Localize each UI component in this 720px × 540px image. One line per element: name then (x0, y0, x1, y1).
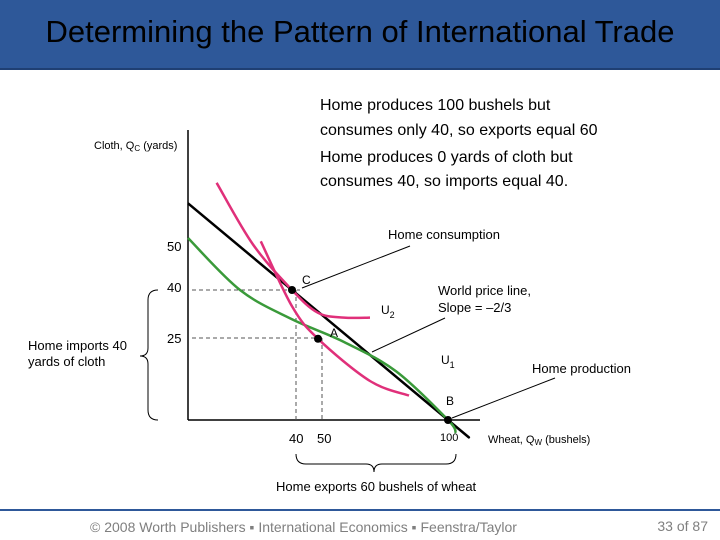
exports-brace (295, 453, 457, 473)
home-exports-label: Home exports 60 bushels of wheat (276, 479, 477, 494)
description-line-1: Home produces 100 bushels but (320, 97, 551, 114)
page-title: Determining the Pattern of International… (45, 14, 675, 49)
x-axis-title: Wheat, QW (bushels) (488, 434, 590, 447)
description-line-3: Home produces 0 yards of cloth but (320, 149, 573, 166)
description-line-4: consumes 40, so imports equal 40. (320, 173, 569, 190)
home-imports-label-2: yards of cloth (28, 354, 105, 369)
footer-rule (0, 509, 720, 511)
u2-label: U2 (381, 303, 395, 320)
price-line-pointer (371, 317, 446, 353)
indifference-curve-u2 (215, 182, 371, 320)
imports-brace (139, 289, 159, 421)
home-consumption-label: Home consumption (388, 227, 500, 242)
home-consumption-pointer (301, 245, 411, 289)
point-c-label: C (302, 273, 311, 287)
x-tick-label-100: 100 (440, 432, 458, 444)
point-a-marker (314, 334, 322, 343)
home-production-label: Home production (532, 361, 631, 376)
price-line-label-1: World price line, (438, 283, 531, 298)
x-tick-label-40: 40 (289, 431, 303, 446)
footer-credit: © 2008 Worth Publishers ▪ International … (90, 519, 517, 535)
x-tick-label-50: 50 (317, 431, 331, 446)
point-b-label: B (446, 394, 454, 408)
point-c-marker (288, 286, 296, 294)
home-production-pointer (451, 377, 556, 419)
indifference-curve-u1 (259, 240, 410, 397)
page-number: 33 of 87 (657, 518, 708, 534)
y-axis-title: Cloth, QC (yards) (94, 140, 177, 153)
point-b-marker (444, 416, 452, 424)
y-tick-label-50: 50 (167, 239, 181, 254)
u1-label: U1 (441, 353, 455, 370)
price-line-label-2: Slope = –2/3 (438, 300, 511, 315)
home-imports-label-1: Home imports 40 (28, 338, 127, 353)
description-line-2: consumes only 40, so exports equal 60 (320, 122, 598, 139)
y-tick-label-40: 40 (167, 280, 181, 295)
point-a-label: A (330, 326, 338, 340)
y-tick-label-25: 25 (167, 331, 181, 346)
world-price-line (187, 202, 471, 439)
title-bar: Determining the Pattern of International… (0, 0, 720, 70)
